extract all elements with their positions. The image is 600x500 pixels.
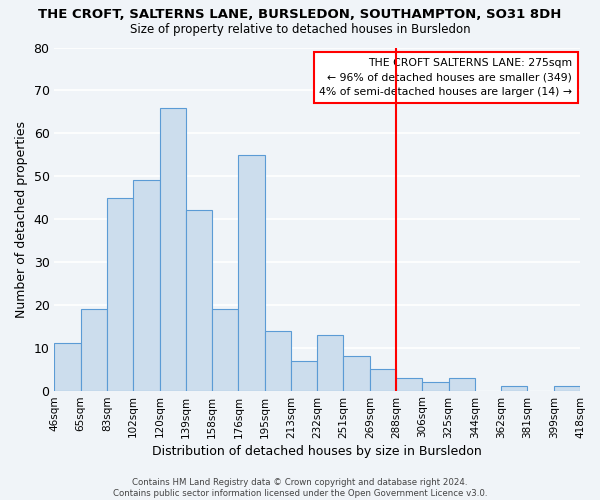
- Bar: [449, 378, 475, 390]
- Bar: [370, 369, 396, 390]
- Y-axis label: Number of detached properties: Number of detached properties: [15, 120, 28, 318]
- Bar: [160, 108, 186, 391]
- Bar: [186, 210, 212, 390]
- Bar: [55, 344, 80, 390]
- Bar: [343, 356, 370, 390]
- Bar: [501, 386, 527, 390]
- Text: Size of property relative to detached houses in Bursledon: Size of property relative to detached ho…: [130, 22, 470, 36]
- X-axis label: Distribution of detached houses by size in Bursledon: Distribution of detached houses by size …: [152, 444, 482, 458]
- Bar: [238, 154, 265, 390]
- Bar: [291, 360, 317, 390]
- Bar: [80, 309, 107, 390]
- Text: THE CROFT, SALTERNS LANE, BURSLEDON, SOUTHAMPTON, SO31 8DH: THE CROFT, SALTERNS LANE, BURSLEDON, SOU…: [38, 8, 562, 20]
- Text: Contains HM Land Registry data © Crown copyright and database right 2024.
Contai: Contains HM Land Registry data © Crown c…: [113, 478, 487, 498]
- Bar: [317, 335, 343, 390]
- Bar: [554, 386, 580, 390]
- Bar: [396, 378, 422, 390]
- Bar: [422, 382, 449, 390]
- Bar: [133, 180, 160, 390]
- Bar: [212, 309, 238, 390]
- Text: THE CROFT SALTERNS LANE: 275sqm
← 96% of detached houses are smaller (349)
4% of: THE CROFT SALTERNS LANE: 275sqm ← 96% of…: [319, 58, 572, 98]
- Bar: [107, 198, 133, 390]
- Bar: [265, 330, 291, 390]
